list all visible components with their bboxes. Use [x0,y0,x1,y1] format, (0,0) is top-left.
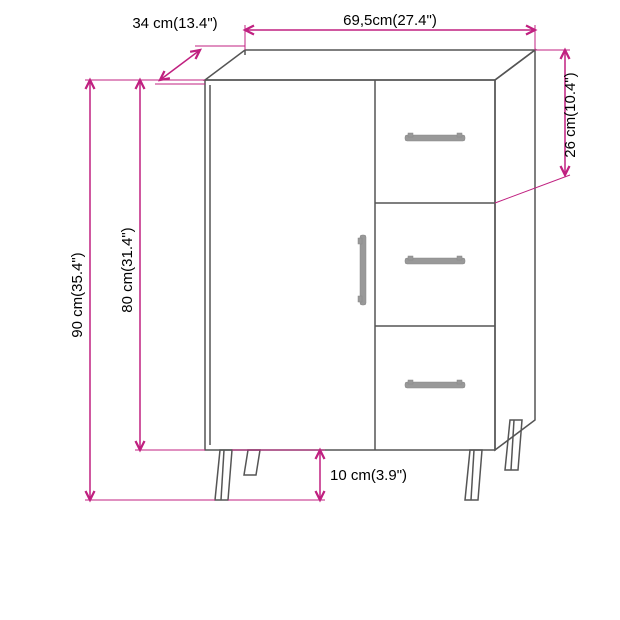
leg-height-label: 10 cm(3.9") [330,467,407,484]
total-height-label: 90 cm(35.4") [69,252,86,337]
door-handle [358,235,366,305]
drawer-handle-2 [405,256,465,264]
drawer-handle-3 [405,380,465,388]
width-label: 69,5cm(27.4") [343,12,437,29]
drawer-handle-1 [405,133,465,141]
legs [215,420,522,500]
drawer-height-label: 26 cm(10.4") [562,72,579,157]
dimension-diagram: 34 cm(13.4") 69,5cm(27.4") 90 cm(35.4") … [0,0,620,620]
cabinet-body [205,50,535,450]
body-height-label: 80 cm(31.4") [119,227,136,312]
dimension-labels: 34 cm(13.4") 69,5cm(27.4") 90 cm(35.4") … [69,12,579,484]
dimension-lines [85,25,570,500]
depth-label: 34 cm(13.4") [132,15,217,32]
